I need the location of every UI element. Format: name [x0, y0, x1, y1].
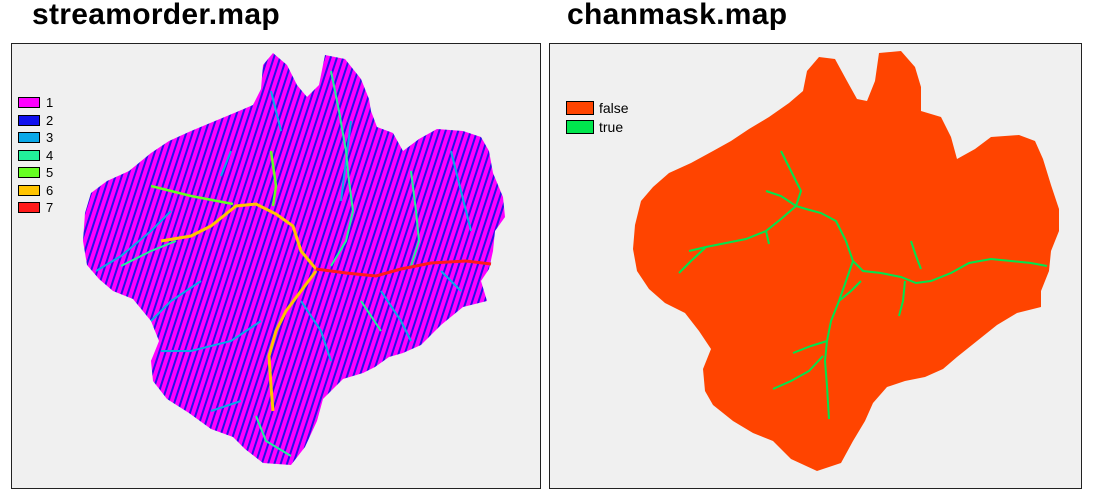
legend-swatch	[18, 202, 40, 214]
legend-item-order-4: 4	[18, 147, 53, 165]
legend-item-order-6: 6	[18, 182, 53, 200]
legend-item-order-7: 7	[18, 199, 53, 217]
legend-swatch	[18, 167, 40, 179]
chanmask-legend: false true	[566, 98, 629, 136]
legend-item-order-2: 2	[18, 112, 53, 130]
legend-label: 1	[46, 95, 54, 111]
legend-item-false: false	[566, 98, 629, 117]
legend-swatch	[566, 100, 594, 115]
legend-item-order-3: 3	[18, 129, 53, 147]
streamorder-map-panel[interactable]: 1 2 3 4 5 6 7	[11, 43, 541, 489]
chanmask-map-panel[interactable]: false true	[549, 43, 1082, 489]
legend-swatch	[18, 132, 40, 144]
legend-swatch	[566, 119, 594, 134]
catchment-shape	[83, 53, 505, 465]
legend-label: 2	[46, 112, 54, 128]
channel-true-network	[678, 150, 1048, 420]
chanmask-title: chanmask.map	[567, 0, 788, 31]
streamorder-title: streamorder.map	[32, 0, 280, 31]
legend-swatch	[18, 184, 40, 196]
legend-label: 7	[46, 200, 54, 216]
chanmask-map-canvas	[633, 51, 1059, 471]
legend-label: 4	[46, 147, 54, 163]
legend-label: true	[599, 118, 624, 135]
legend-item-order-1: 1	[18, 94, 53, 112]
legend-item-true: true	[566, 117, 629, 136]
legend-label: 3	[46, 130, 54, 146]
legend-swatch	[18, 97, 40, 109]
streamorder-legend: 1 2 3 4 5 6 7	[18, 94, 53, 217]
legend-swatch	[18, 149, 40, 161]
legend-swatch	[18, 114, 40, 126]
legend-label: 6	[46, 182, 54, 198]
catchment-false-area	[633, 51, 1059, 471]
legend-item-order-5: 5	[18, 164, 53, 182]
legend-label: 5	[46, 165, 54, 181]
streamorder-map-canvas	[83, 53, 505, 465]
legend-label: false	[599, 99, 629, 116]
